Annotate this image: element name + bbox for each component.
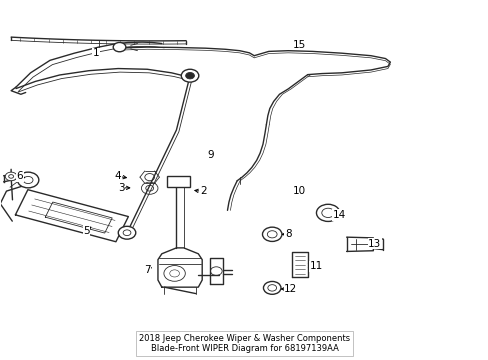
Text: 2: 2 bbox=[200, 186, 206, 197]
Text: 4: 4 bbox=[115, 171, 121, 181]
Circle shape bbox=[262, 227, 282, 242]
Circle shape bbox=[316, 204, 339, 221]
Circle shape bbox=[5, 172, 17, 181]
Circle shape bbox=[181, 69, 199, 82]
Text: 3: 3 bbox=[118, 183, 124, 193]
Circle shape bbox=[123, 230, 131, 235]
Text: 6: 6 bbox=[17, 171, 23, 181]
Text: 15: 15 bbox=[292, 40, 305, 50]
Text: 8: 8 bbox=[285, 229, 291, 239]
Text: 7: 7 bbox=[143, 265, 150, 275]
Text: 2018 Jeep Cherokee Wiper & Washer Components
Blade-Front WIPER Diagram for 68197: 2018 Jeep Cherokee Wiper & Washer Compon… bbox=[139, 334, 349, 353]
Text: 12: 12 bbox=[284, 284, 297, 294]
Text: 5: 5 bbox=[83, 226, 90, 236]
Text: 1: 1 bbox=[93, 48, 100, 58]
Circle shape bbox=[185, 72, 194, 79]
Text: 14: 14 bbox=[332, 210, 345, 220]
Circle shape bbox=[113, 42, 125, 52]
Bar bbox=[166, 176, 190, 187]
Circle shape bbox=[118, 226, 136, 239]
Text: 10: 10 bbox=[292, 186, 305, 197]
Text: 13: 13 bbox=[367, 239, 381, 249]
Circle shape bbox=[18, 172, 39, 188]
Text: 9: 9 bbox=[207, 150, 213, 160]
Text: 11: 11 bbox=[309, 261, 323, 271]
Circle shape bbox=[263, 282, 281, 294]
